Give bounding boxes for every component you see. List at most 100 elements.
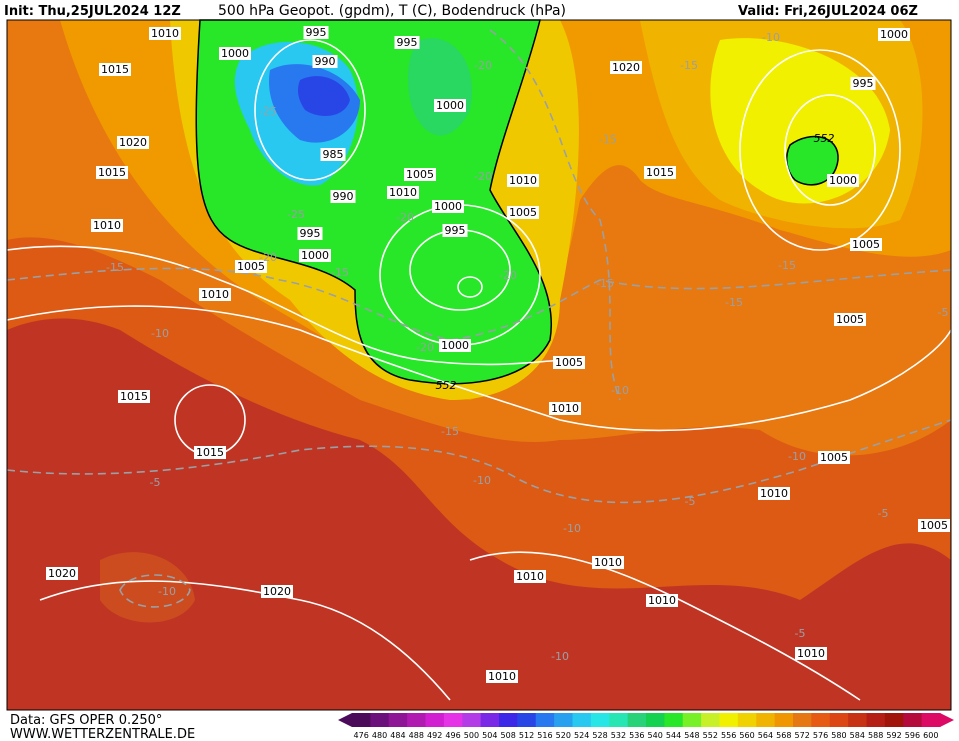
temperature-label: -15 [106, 261, 124, 274]
temperature-label: -10 [563, 522, 581, 535]
pressure-label-box [507, 174, 539, 187]
pressure-label: 995 [445, 224, 466, 237]
pressure-label-box [592, 556, 624, 569]
pressure-label: 1010 [551, 402, 579, 415]
pressure-label: 1010 [151, 27, 179, 40]
colorbar-swatch [388, 713, 408, 727]
pressure-label-box [818, 451, 850, 464]
pressure-label-box [320, 148, 346, 161]
pressure-label: 1000 [829, 174, 857, 187]
pressure-label-box [878, 28, 910, 41]
pressure-label: 1005 [920, 519, 948, 532]
pressure-label: 1010 [389, 186, 417, 199]
colorbar-swatch [884, 713, 904, 727]
colorbar-label: 592 [886, 731, 901, 740]
pressure-label-box [514, 570, 546, 583]
map-labels: 1010 1000 995 995 990 1015 1020 985 1015 1000 990 1… [46, 26, 950, 683]
colorbar-label: 504 [482, 731, 497, 740]
pressure-label: 1015 [98, 166, 126, 179]
colorbar-label: 528 [592, 731, 607, 740]
colorbar-swatch [829, 713, 849, 727]
pressure-label: 1005 [836, 313, 864, 326]
temperature-label: -5 [795, 627, 806, 640]
pressure-label-box [795, 647, 827, 660]
website: WWW.WETTERZENTRALE.DE [10, 727, 195, 741]
pressure-label: 1005 [237, 260, 265, 273]
colorbar-swatch [572, 713, 592, 727]
colorbar-label: 516 [537, 731, 552, 740]
colorbar-swatch [737, 713, 757, 727]
init-time: Init: Thu,25JUL2024 12Z [4, 4, 181, 19]
colorbar-swatch [517, 713, 537, 727]
colorbar-swatch [462, 713, 482, 727]
pressure-label: 1000 [441, 339, 469, 352]
colorbar-label: 572 [795, 731, 810, 740]
pressure-label-box [918, 519, 950, 532]
pressure-label-box [303, 26, 329, 39]
map-title: 500 hPa Geopot. (gpdm), T (C), Bodendruc… [218, 3, 566, 19]
pressure-label: 1015 [120, 390, 148, 403]
pressure-label-box [644, 166, 676, 179]
colorbar-swatch [774, 713, 794, 727]
pressure-label: 1020 [119, 136, 147, 149]
pressure-label: 1020 [48, 567, 76, 580]
height-label: 552 [436, 379, 457, 392]
pressure-label: 1015 [196, 446, 224, 459]
pressure-label-box [610, 61, 642, 74]
pressure-label-box [199, 288, 231, 301]
temperature-label: -5 [685, 495, 696, 508]
pressure-label-box [507, 206, 539, 219]
colorbar-swatch [866, 713, 886, 727]
colorbar-label: 520 [556, 731, 571, 740]
colorbar-arrow [940, 713, 954, 727]
pressure-label-box [394, 36, 420, 49]
pressure-label-box [553, 356, 585, 369]
pressure-label-box [850, 238, 882, 251]
pressure-label: 995 [300, 227, 321, 240]
pressure-label-box [434, 99, 466, 112]
colorbar-label: 496 [445, 731, 460, 740]
temperature-label: -10 [762, 31, 780, 44]
pressure-label: 1010 [760, 487, 788, 500]
colorbar-label: 492 [427, 731, 442, 740]
pressure-label: 1000 [221, 47, 249, 60]
height-label: 552 [814, 132, 835, 145]
colorbar-label: 580 [831, 731, 846, 740]
temperature-label: -5 [878, 507, 889, 520]
pressure-label-box [486, 670, 518, 683]
temperature-label: -10 [611, 384, 629, 397]
pressure-label-box [439, 339, 471, 352]
colorbar-label: 524 [574, 731, 589, 740]
pressure-label: 1000 [434, 200, 462, 213]
pressure-label: 995 [397, 36, 418, 49]
pressure-label: 985 [323, 148, 344, 161]
temperature-label: -10 [151, 327, 169, 340]
pressure-label: 1010 [797, 647, 825, 660]
pressure-label: 995 [306, 26, 327, 39]
pressure-label: 990 [333, 190, 354, 203]
colorbar-swatch [756, 713, 776, 727]
colorbar-swatch [811, 713, 831, 727]
pressure-label-box [834, 313, 866, 326]
colorbar-label: 508 [501, 731, 516, 740]
temperature-label: -15 [725, 296, 743, 309]
colorbar-label: 588 [868, 731, 883, 740]
pressure-label-box [387, 186, 419, 199]
colorbar-label: 512 [519, 731, 534, 740]
pressure-label-box [827, 174, 859, 187]
pressure-label: 1010 [516, 570, 544, 583]
pressure-label-box [261, 585, 293, 598]
temperature-label: -20 [474, 59, 492, 72]
colorbar-swatch [903, 713, 923, 727]
pressure-label: 1020 [263, 585, 291, 598]
pressure-label: 1015 [101, 63, 129, 76]
pressure-label: 1000 [301, 249, 329, 262]
temperature-label: -15 [331, 266, 349, 279]
pressure-label: 1010 [93, 219, 121, 232]
pressure-label-box [99, 63, 131, 76]
pressure-label-box [96, 166, 128, 179]
colorbar-swatch [425, 713, 445, 727]
pressure-label-box [646, 594, 678, 607]
colorbar-label: 480 [372, 731, 387, 740]
colorbar-label: 576 [813, 731, 828, 740]
